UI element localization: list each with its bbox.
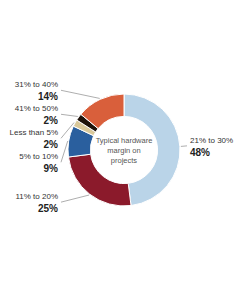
leader-line [61,114,78,116]
data-label: 25% [38,203,58,214]
labels: 21% to 30% 48% 11% to 20% 25% 5% to 10% 9% Les… [10,80,234,214]
category-label: 11% to 20% [15,192,58,201]
data-label: 14% [38,91,58,102]
data-label: 48% [190,147,210,158]
leader-line [181,145,187,147]
title-line: Typical hardware [96,136,153,145]
title: Typical hardwaremargin onprojects [96,136,153,165]
category-label: 31% to 40% [15,80,58,89]
data-label: 9% [44,163,59,174]
title-line: margin on [107,146,140,155]
chart: Typical hardwaremargin onprojects21% to … [0,0,249,300]
data-label: 2% [44,115,59,126]
wedges [68,94,180,206]
leader-line [61,123,74,139]
category-label: 21% to 30% [190,136,233,145]
data-label: 2% [44,139,59,150]
leader-line [61,90,100,98]
leader-line [61,195,89,202]
leader-line [61,141,68,162]
wedge [81,94,124,129]
category-label: Less than 5% [10,128,58,137]
title-line: projects [111,156,138,165]
category-label: 41% to 50% [15,104,58,113]
category-label: 5% to 10% [19,152,58,161]
background [0,0,249,300]
